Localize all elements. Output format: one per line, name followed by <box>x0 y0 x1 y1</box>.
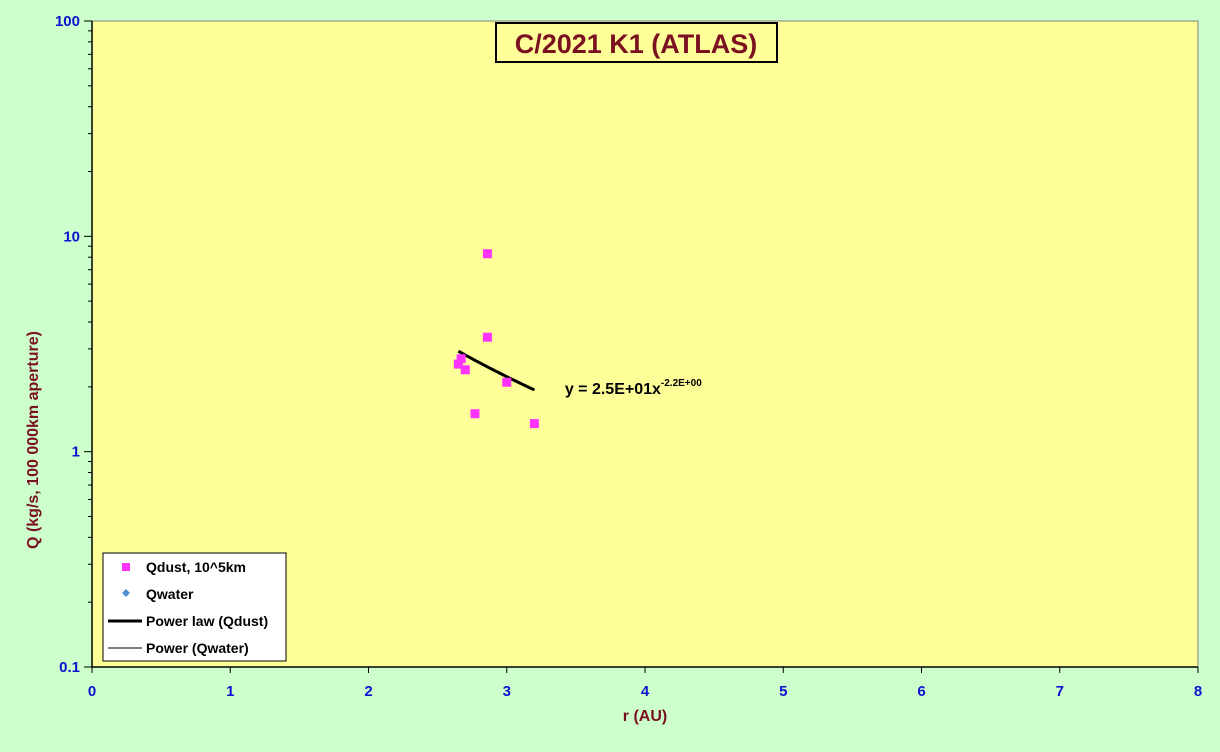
x-axis-title: r (AU) <box>623 708 667 725</box>
x-tick-label: 3 <box>503 683 511 700</box>
fit-equation-base: y = 2.5E+01x <box>565 381 661 398</box>
x-tick-label: 6 <box>917 683 925 700</box>
y-tick-label: 1 <box>72 444 80 461</box>
qdust-point <box>453 359 463 369</box>
y-axis-title: Q (kg/s, 100 000km aperture) <box>25 331 42 549</box>
y-tick-label: 0.1 <box>59 659 80 676</box>
x-tick-label: 7 <box>1056 683 1064 700</box>
x-tick-label: 5 <box>779 683 787 700</box>
legend-power-law-label: Power law (Qdust) <box>146 613 268 629</box>
qdust-point <box>470 409 480 419</box>
power-law-fit-line <box>457 349 536 392</box>
x-tick-label: 2 <box>364 683 372 700</box>
legend-qdust-marker <box>122 563 130 571</box>
legend-frame <box>102 552 287 662</box>
chart-title: C/2021 K1 (ATLAS) <box>515 29 758 59</box>
title-frame <box>495 22 778 63</box>
x-axis-ticks: 0 1 2 3 4 5 6 7 8 <box>88 667 1202 700</box>
qdust-point <box>456 354 466 364</box>
x-tick-label: 8 <box>1194 683 1202 700</box>
fit-equation-exponent: -2.2E+00 <box>661 378 702 389</box>
qdust-point <box>502 377 512 387</box>
legend: Qdust, 10^5km Qwater Power law (Qdust) P… <box>102 552 287 662</box>
y-axis-ticks: 0.1 1 10 100 <box>55 13 92 676</box>
power-law-fit-group <box>457 349 536 392</box>
chart-title-box: C/2021 K1 (ATLAS) <box>495 22 778 63</box>
y-tick-label: 10 <box>63 228 80 245</box>
x-tick-label: 1 <box>226 683 234 700</box>
fit-equation: y = 2.5E+01x-2.2E+00 <box>565 378 702 398</box>
y-tick-label: 100 <box>55 13 80 30</box>
legend-qdust-label: Qdust, 10^5km <box>146 559 246 575</box>
qdust-point <box>482 249 492 259</box>
legend-power-water-label: Power (Qwater) <box>146 640 249 656</box>
x-tick-label: 0 <box>88 683 96 700</box>
legend-qwater-label: Qwater <box>146 586 194 602</box>
qdust-point <box>482 332 492 342</box>
qdust-point <box>529 419 539 429</box>
qdust-point <box>460 365 470 375</box>
legend-qwater-marker <box>122 589 130 597</box>
x-tick-label: 4 <box>641 683 650 700</box>
qdust-points-group <box>453 249 539 429</box>
